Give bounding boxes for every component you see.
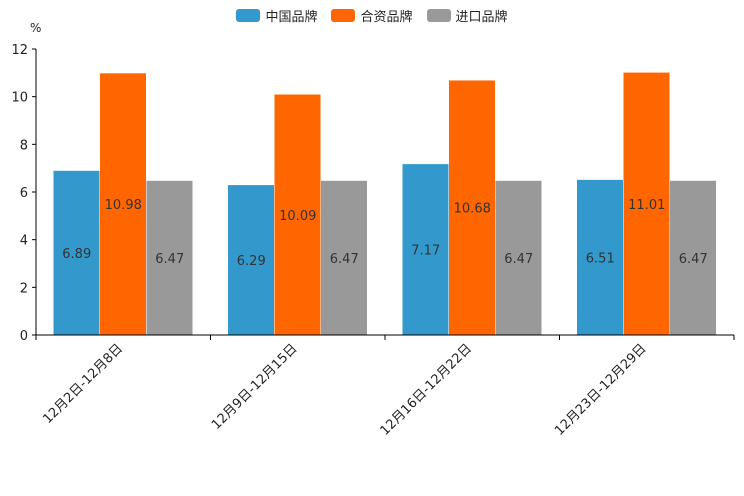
legend-swatch-jv: [331, 9, 356, 22]
y-tick-label: 4: [20, 234, 28, 249]
legend-label-china: 中国品牌: [265, 10, 318, 25]
y-tick-label: 0: [20, 329, 28, 344]
x-tick-label: 12月2日-12月8日: [40, 341, 126, 427]
y-tick-label: 10: [11, 91, 28, 106]
bar-value-label: 10.98: [105, 198, 142, 213]
bar-value-label: 6.47: [155, 252, 184, 267]
bar: [577, 179, 623, 335]
bar: [100, 73, 146, 335]
x-tick-label: 12月16日-12月22日: [378, 341, 475, 438]
bar-value-label: 11.01: [628, 198, 665, 213]
bar-value-label: 10.09: [279, 209, 316, 224]
y-tick-label: 2: [20, 281, 28, 296]
bar-value-label: 6.51: [586, 251, 615, 266]
bar-value-label: 6.29: [237, 254, 266, 269]
bar: [321, 180, 367, 335]
bar-value-label: 6.47: [679, 252, 708, 267]
legend-swatch-china: [236, 9, 261, 22]
y-tick-label: 6: [20, 186, 28, 201]
legend-swatch-import: [426, 9, 451, 22]
bar: [449, 80, 495, 336]
legend-label-import: 进口品牌: [455, 10, 508, 25]
bar-value-label: 10.68: [454, 202, 491, 217]
bar-value-label: 6.47: [504, 252, 533, 267]
bar: [623, 72, 670, 335]
legend-item-import[interactable]: 进口品牌: [426, 6, 508, 25]
x-tick-label: 12月9日-12月15日: [209, 341, 301, 433]
bar: [495, 180, 542, 335]
y-axis-unit: %: [30, 21, 42, 35]
bar: [53, 170, 100, 335]
bar: [402, 164, 449, 335]
y-tick-label: 8: [20, 138, 28, 153]
y-tick-label: 12: [11, 43, 28, 58]
legend-item-jv[interactable]: 合资品牌: [331, 6, 413, 25]
bar-value-label: 6.89: [62, 247, 91, 262]
bar: [228, 185, 274, 335]
bar: [146, 180, 193, 335]
legend-item-china[interactable]: 中国品牌: [236, 6, 317, 25]
x-tick-label: 12月23日-12月29日: [552, 341, 649, 438]
legend-label-jv: 合资品牌: [360, 10, 413, 25]
legend: 中国品牌 合资品牌 进口品牌: [0, 6, 744, 25]
bar: [274, 94, 321, 335]
bar: [670, 180, 716, 335]
bar-value-label: 7.17: [411, 244, 440, 259]
bar-value-label: 6.47: [330, 252, 359, 267]
